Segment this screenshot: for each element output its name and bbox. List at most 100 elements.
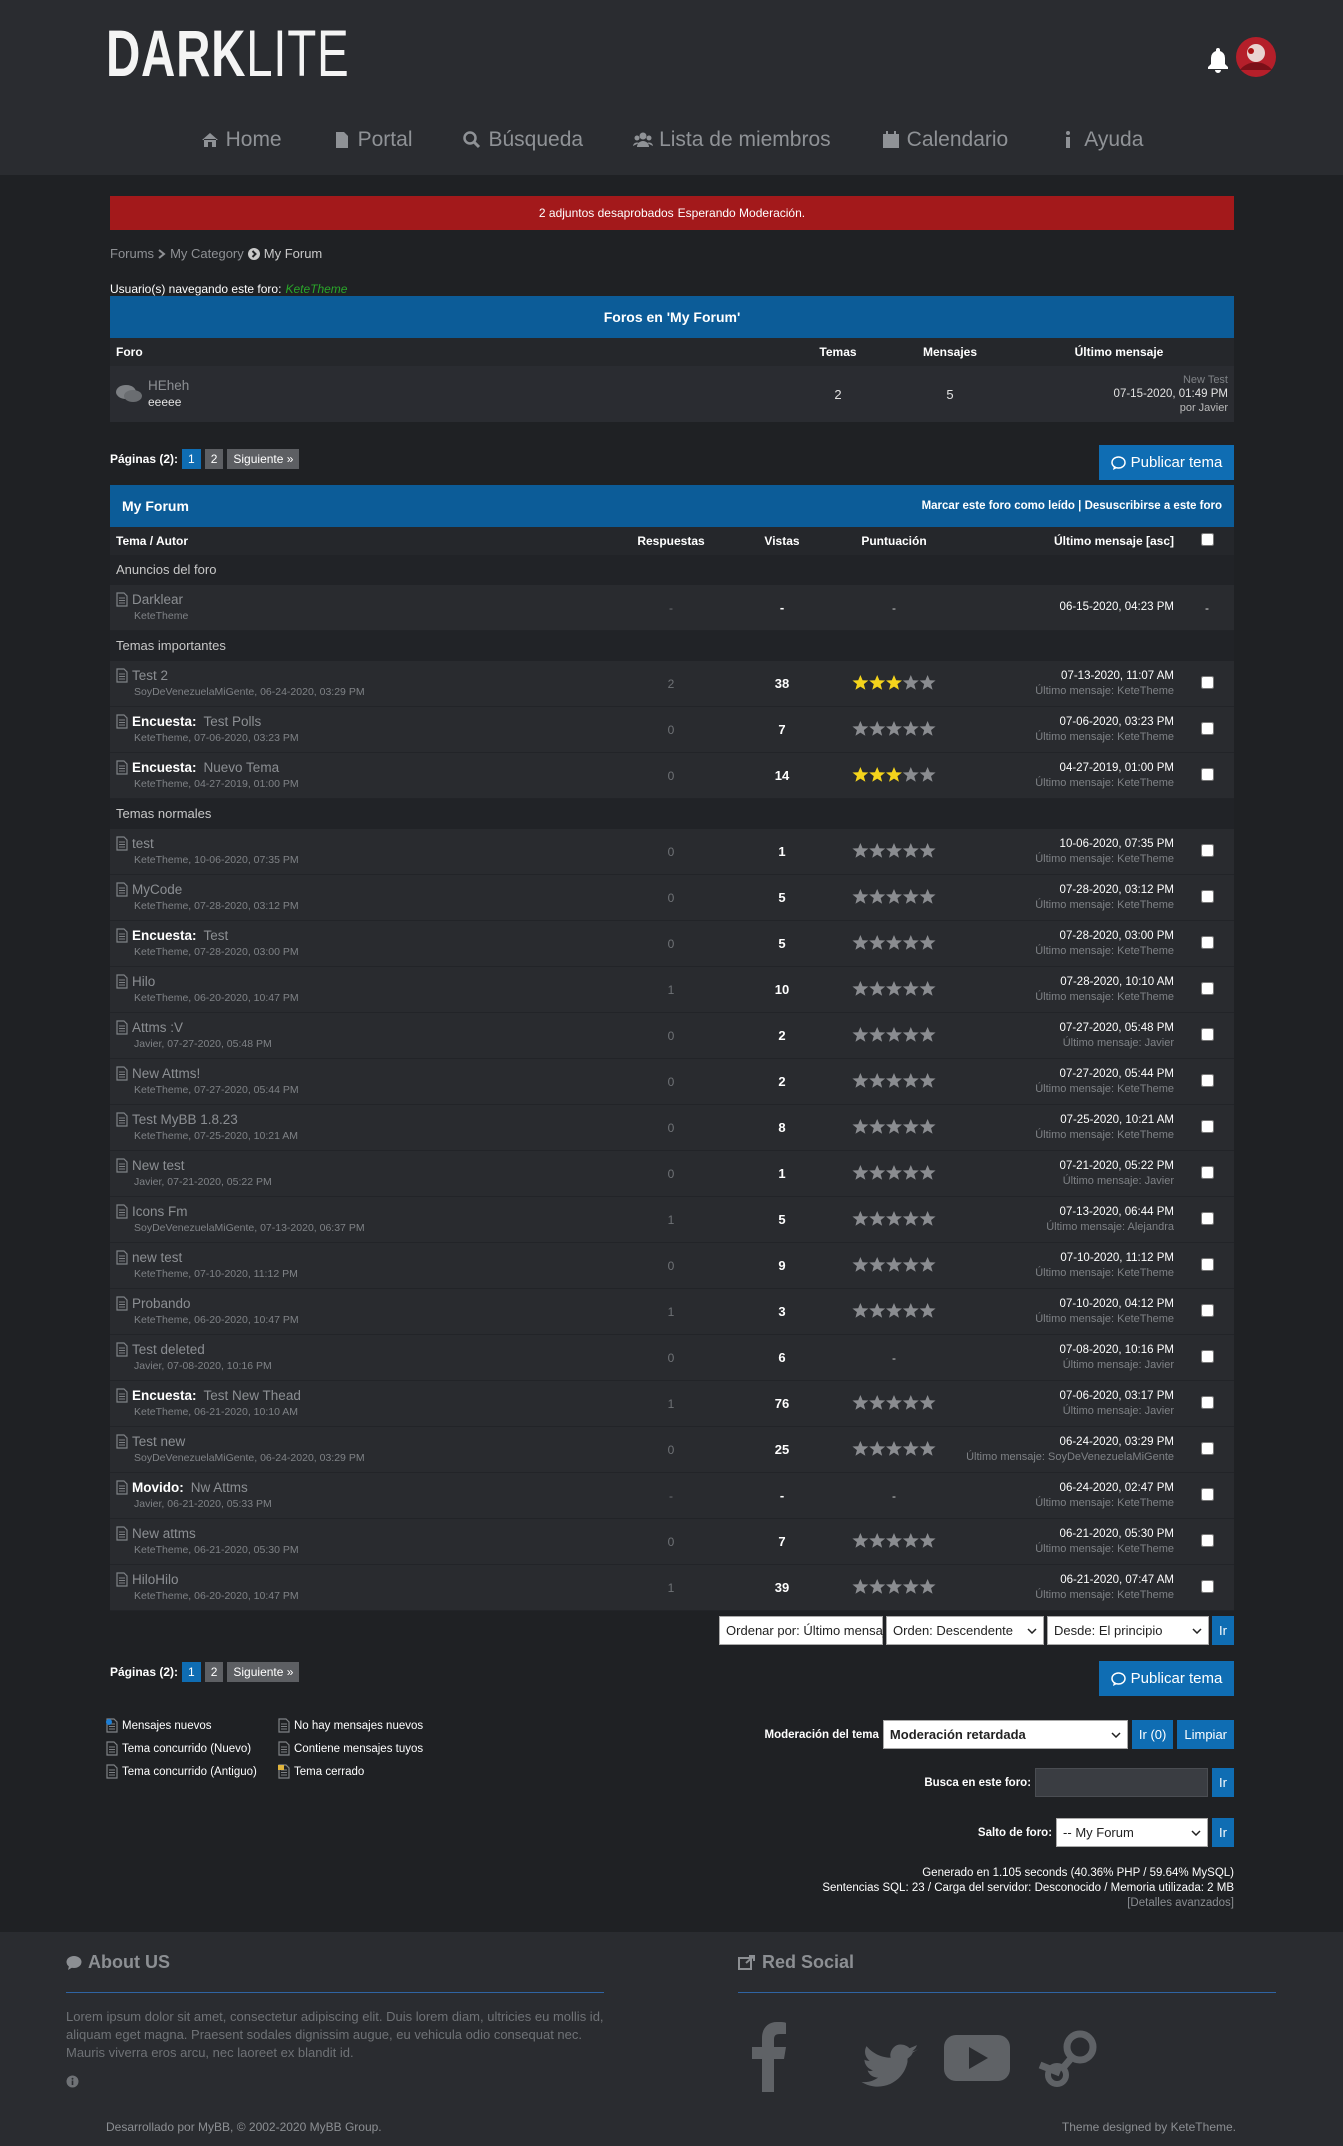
thread-checkbox[interactable]	[1200, 1487, 1214, 1501]
mark-read[interactable]: Marcar este foro como leído	[921, 500, 1075, 512]
thread-title[interactable]: Nw Attms	[190, 1479, 248, 1495]
user-avatar[interactable]	[1235, 36, 1277, 78]
column-header[interactable]: Vistas	[764, 534, 800, 548]
last-date[interactable]: 07-06-2020, 03:17 PM	[1059, 1389, 1174, 1402]
notification-bell[interactable]	[1205, 46, 1231, 74]
last-date[interactable]: 06-21-2020, 05:30 PM	[1059, 1527, 1174, 1540]
nav-item[interactable]: Lista de miembros	[633, 128, 831, 152]
thread-title[interactable]: Test Polls	[203, 713, 262, 729]
thread-checkbox[interactable]	[1200, 889, 1214, 903]
thread-checkbox[interactable]	[1200, 981, 1214, 995]
thread-title[interactable]: Darklear	[132, 591, 184, 607]
youtube-icon[interactable]	[944, 2035, 1010, 2081]
moderation-select[interactable]: Moderación retardada	[882, 1720, 1128, 1749]
sort-by-select[interactable]: Ordenar por: Último mensaje	[719, 1616, 893, 1645]
thread-checkbox[interactable]	[1200, 1027, 1214, 1041]
from-select[interactable]: Desde: El principio	[1047, 1616, 1210, 1645]
last-date[interactable]: 10-06-2020, 07:35 PM	[1059, 837, 1174, 850]
thread-title[interactable]: Probando	[132, 1295, 191, 1311]
moderation-clear[interactable]: Limpiar	[1177, 1720, 1234, 1749]
thread-title[interactable]: New attms	[132, 1525, 196, 1541]
last-date[interactable]: 04-27-2019, 01:00 PM	[1059, 761, 1174, 774]
next-link[interactable]: Siguiente »	[227, 1662, 300, 1682]
next-link[interactable]: Siguiente »	[227, 449, 300, 469]
facebook-icon[interactable]	[752, 2022, 786, 2092]
thread-checkbox[interactable]	[1200, 1303, 1214, 1317]
thread-checkbox[interactable]	[1200, 1441, 1214, 1455]
thread-checkbox[interactable]	[1200, 1349, 1214, 1363]
thread-title[interactable]: New test	[132, 1157, 185, 1173]
last-date[interactable]: 06-15-2020, 04:23 PM	[1059, 601, 1174, 613]
thread-title[interactable]: Icons Fm	[132, 1203, 188, 1219]
thread-checkbox[interactable]	[1200, 1533, 1214, 1547]
subforum-name[interactable]: HEheh	[148, 378, 190, 393]
last-date[interactable]: 07-06-2020, 03:23 PM	[1059, 715, 1174, 728]
new-thread-button[interactable]: Publicar tema	[1099, 445, 1234, 480]
last-date[interactable]: 07-13-2020, 06:44 PM	[1059, 1205, 1174, 1218]
jump-select[interactable]: -- My Forum	[1056, 1818, 1209, 1847]
select-all-checkbox[interactable]	[1200, 533, 1214, 546]
thread-checkbox[interactable]	[1200, 1395, 1214, 1409]
thread-checkbox[interactable]	[1200, 1073, 1214, 1087]
last-date[interactable]: 07-25-2020, 10:21 AM	[1060, 1113, 1174, 1126]
column-header[interactable]: Puntuación	[861, 534, 927, 548]
thread-checkbox[interactable]	[1200, 843, 1214, 857]
last-date[interactable]: 07-10-2020, 04:12 PM	[1059, 1297, 1174, 1310]
crumb-link[interactable]: Forums	[110, 246, 155, 261]
last-date[interactable]: 07-08-2020, 10:16 PM	[1059, 1343, 1174, 1356]
twitter-icon[interactable]	[861, 2044, 918, 2087]
thread-title[interactable]: Hilo	[132, 973, 156, 989]
thread-title[interactable]: Test new	[132, 1433, 186, 1449]
thread-checkbox[interactable]	[1200, 767, 1214, 781]
thread-title[interactable]: new test	[132, 1249, 183, 1265]
last-date[interactable]: 07-10-2020, 11:12 PM	[1060, 1251, 1174, 1264]
thread-title[interactable]: MyCode	[132, 881, 183, 897]
crumb-link[interactable]: My Category	[170, 246, 244, 261]
order-select[interactable]: Orden: Descendente	[886, 1616, 1045, 1645]
search-input[interactable]	[1035, 1768, 1209, 1797]
thread-title[interactable]: Nuevo Tema	[203, 759, 280, 775]
last-date[interactable]: 06-24-2020, 02:47 PM	[1059, 1481, 1174, 1494]
forum-title[interactable]: My Forum	[122, 498, 189, 514]
last-date[interactable]: 07-28-2020, 03:00 PM	[1059, 929, 1174, 942]
thread-checkbox[interactable]	[1200, 1165, 1214, 1179]
sort-go[interactable]: Ir	[1212, 1616, 1234, 1645]
last-date[interactable]: 07-28-2020, 10:10 AM	[1060, 975, 1174, 988]
last-date[interactable]: 07-28-2020, 03:12 PM	[1059, 883, 1174, 896]
last-title[interactable]: New Test	[1182, 374, 1228, 386]
thread-title[interactable]: Attms :V	[132, 1019, 184, 1035]
thread-checkbox[interactable]	[1200, 675, 1214, 689]
nav-item[interactable]: Búsqueda	[462, 128, 583, 152]
thread-checkbox[interactable]	[1200, 935, 1214, 949]
last-date[interactable]: 07-27-2020, 05:44 PM	[1059, 1067, 1174, 1080]
thread-checkbox[interactable]	[1200, 1257, 1214, 1271]
new-thread-button[interactable]: Publicar tema	[1099, 1661, 1234, 1696]
nav-item[interactable]: Calendario	[881, 128, 1008, 152]
thread-title[interactable]: Test MyBB 1.8.23	[132, 1111, 238, 1127]
nav-item[interactable]: Ayuda	[1058, 128, 1143, 152]
thread-title[interactable]: Test	[203, 927, 229, 943]
thread-title[interactable]: Test deleted	[132, 1341, 205, 1357]
page-link[interactable]: 2	[204, 449, 224, 469]
browsing-user[interactable]: KeteTheme	[285, 282, 348, 296]
steam-icon[interactable]	[1038, 2030, 1097, 2087]
search-go[interactable]: Ir	[1212, 1768, 1234, 1797]
thread-title[interactable]: Test 2	[132, 667, 169, 683]
alert-link[interactable]: Esperando Moderación.	[677, 206, 806, 220]
page-link[interactable]: 2	[204, 1662, 224, 1682]
last-date[interactable]: 07-27-2020, 05:48 PM	[1059, 1021, 1174, 1034]
nav-item[interactable]: Portal	[332, 128, 412, 152]
advanced-details[interactable]: [Detalles avanzados]	[1127, 1897, 1234, 1909]
thread-checkbox[interactable]	[1200, 721, 1214, 735]
nav-item[interactable]: Home	[200, 128, 282, 152]
column-header[interactable]: Último mensaje [asc]	[1053, 534, 1174, 548]
thread-checkbox[interactable]	[1200, 1119, 1214, 1133]
column-header[interactable]: Respuestas	[637, 534, 705, 548]
last-date[interactable]: 06-24-2020, 03:29 PM	[1059, 1435, 1174, 1448]
unsubscribe[interactable]: Desuscribirse a este foro	[1084, 500, 1222, 512]
thread-checkbox[interactable]	[1200, 1579, 1214, 1593]
logo[interactable]: DARKLITE	[106, 18, 349, 88]
thread-title[interactable]: Test New Thead	[203, 1387, 301, 1403]
thread-title[interactable]: HiloHilo	[132, 1571, 179, 1587]
thread-title[interactable]: test	[132, 835, 154, 851]
